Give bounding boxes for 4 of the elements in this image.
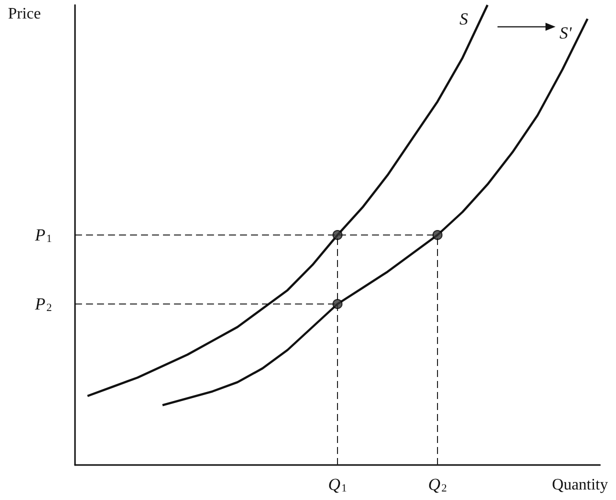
x-axis-title: Quantity (552, 476, 608, 494)
series-label: S (460, 10, 468, 28)
legend-label: S' (560, 23, 572, 42)
y-axis-title: Price (8, 6, 41, 22)
